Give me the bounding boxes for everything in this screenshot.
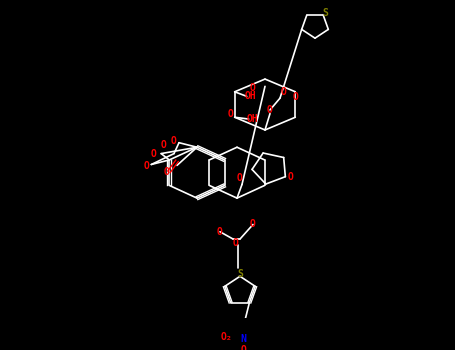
Text: O: O <box>250 219 256 230</box>
Text: O: O <box>237 173 243 183</box>
Text: O: O <box>233 238 239 248</box>
Text: O: O <box>143 161 149 171</box>
Text: S: S <box>322 8 328 18</box>
Text: S: S <box>237 268 243 279</box>
Text: O: O <box>288 172 293 182</box>
Text: OH: OH <box>245 91 257 102</box>
Text: N: N <box>240 334 246 344</box>
Text: O: O <box>267 105 273 115</box>
Text: O: O <box>217 227 223 237</box>
Text: O: O <box>171 136 177 146</box>
Text: O: O <box>160 140 166 149</box>
Text: O: O <box>293 92 298 102</box>
Text: O: O <box>240 345 246 350</box>
Text: O: O <box>150 149 156 159</box>
Text: O: O <box>250 83 256 93</box>
Text: OH: OH <box>247 114 258 124</box>
Text: O: O <box>228 108 234 119</box>
Text: O₂: O₂ <box>221 332 233 342</box>
Text: O: O <box>280 87 286 97</box>
Text: O: O <box>164 167 170 177</box>
